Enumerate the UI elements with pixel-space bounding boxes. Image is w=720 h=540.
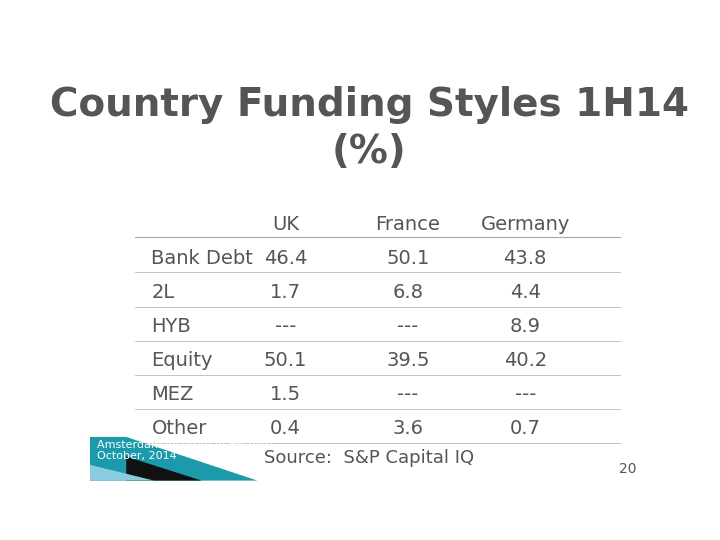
Text: Country Funding Styles 1H14
(%): Country Funding Styles 1H14 (%) — [50, 85, 688, 171]
Text: HYB: HYB — [151, 317, 191, 336]
Text: 8.9: 8.9 — [510, 317, 541, 336]
Text: Other: Other — [151, 419, 207, 438]
Text: ---: --- — [397, 317, 419, 336]
Text: ---: --- — [274, 317, 296, 336]
Text: 6.8: 6.8 — [392, 283, 423, 302]
Text: 1.7: 1.7 — [270, 283, 301, 302]
Text: Germany: Germany — [480, 215, 570, 234]
Text: Bank Debt: Bank Debt — [151, 248, 253, 268]
Text: 0.7: 0.7 — [510, 419, 541, 438]
Text: 20: 20 — [619, 462, 637, 476]
Polygon shape — [90, 437, 258, 481]
Text: 50.1: 50.1 — [387, 248, 430, 268]
Text: 50.1: 50.1 — [264, 351, 307, 370]
Polygon shape — [126, 456, 202, 481]
Text: 43.8: 43.8 — [503, 248, 547, 268]
Text: ---: --- — [397, 385, 419, 404]
Text: France: France — [376, 215, 441, 234]
Text: Source:  S&P Capital IQ: Source: S&P Capital IQ — [264, 449, 474, 467]
Text: 2L: 2L — [151, 283, 175, 302]
Text: UK: UK — [271, 215, 299, 234]
Text: 4.4: 4.4 — [510, 283, 541, 302]
Text: Equity: Equity — [151, 351, 213, 370]
Text: 1.5: 1.5 — [270, 385, 301, 404]
Text: ---: --- — [515, 385, 536, 404]
Text: MEZ: MEZ — [151, 385, 194, 404]
Text: 46.4: 46.4 — [264, 248, 307, 268]
Text: 39.5: 39.5 — [387, 351, 430, 370]
Polygon shape — [90, 465, 154, 481]
Text: Amsterdam Institute of Finance
October, 2014: Amsterdam Institute of Finance October, … — [96, 440, 272, 462]
Text: 40.2: 40.2 — [503, 351, 547, 370]
Text: 3.6: 3.6 — [392, 419, 423, 438]
Text: 0.4: 0.4 — [270, 419, 301, 438]
